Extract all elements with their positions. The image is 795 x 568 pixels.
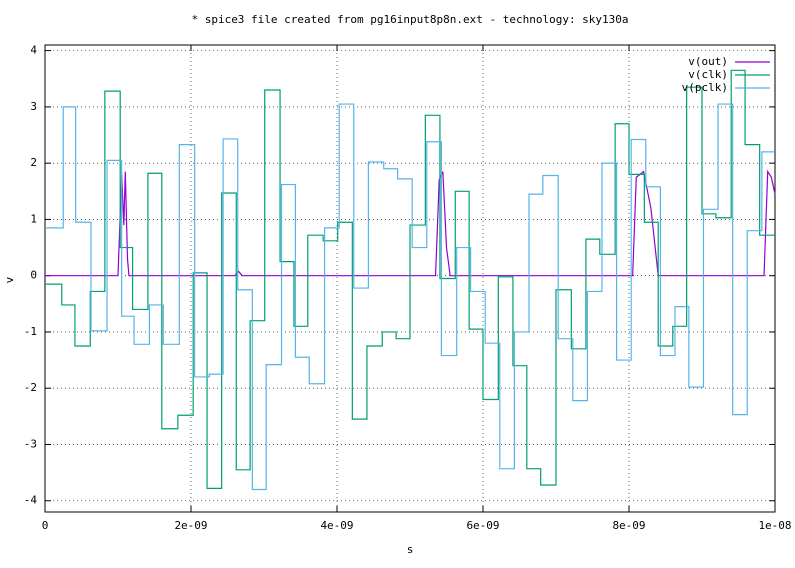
y-tick-label: -1: [24, 325, 37, 338]
x-axis-label: s: [407, 543, 414, 556]
series-line: [45, 103, 775, 491]
y-tick-label: 3: [30, 100, 37, 113]
legend-label: v(pclk): [682, 81, 728, 94]
legend-label: v(clk): [688, 68, 728, 81]
x-tick-label: 0: [42, 519, 49, 532]
y-tick-label: 1: [30, 212, 37, 225]
x-tick-label: 6e-09: [466, 519, 499, 532]
x-tick-label: 8e-09: [612, 519, 645, 532]
x-tick-label: 4e-09: [320, 519, 353, 532]
y-tick-label: -3: [24, 437, 37, 450]
y-axis-label: v: [3, 276, 16, 283]
y-tick-label: 0: [30, 269, 37, 282]
y-tick-label: -2: [24, 381, 37, 394]
legend-label: v(out): [688, 55, 728, 68]
chart-title: * spice3 file created from pg16input8p8n…: [191, 13, 628, 26]
plot-frame: [44, 44, 776, 513]
x-tick-label: 2e-09: [174, 519, 207, 532]
y-tick-label: 4: [30, 44, 37, 57]
y-tick-label: 2: [30, 156, 37, 169]
y-tick-label: -4: [24, 494, 38, 507]
x-tick-label: 1e-08: [758, 519, 791, 532]
series-line: [45, 69, 775, 489]
